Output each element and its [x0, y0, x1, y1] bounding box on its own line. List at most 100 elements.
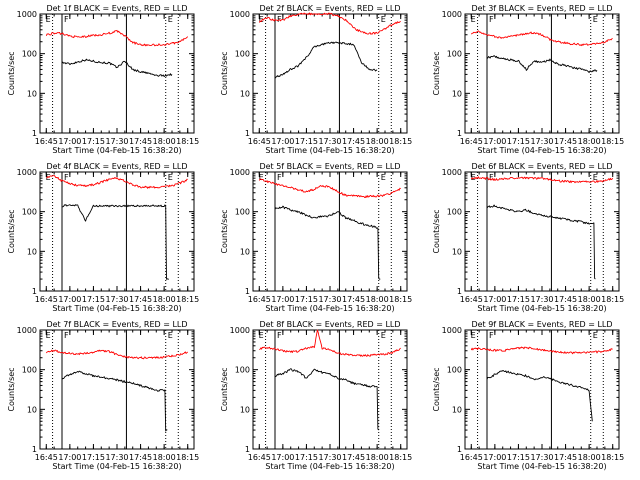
x-tick-label: 17:15: [295, 295, 318, 304]
x-tick-label: 16:45: [248, 453, 271, 462]
marker-label-f: F: [277, 331, 282, 340]
plot-frame: [464, 329, 620, 450]
x-tick-label: 17:45: [342, 453, 365, 462]
x-tick-label: 17:00: [271, 295, 294, 304]
series-lld-line: [258, 12, 401, 35]
y-tick-label: 1000: [17, 10, 37, 19]
x-tick-label: 18:00: [153, 137, 176, 146]
x-tick-label: 18:00: [578, 295, 601, 304]
panel-title: Det 1f BLACK = Events, RED = LLD: [46, 4, 187, 13]
marker-label-e-start: E: [46, 331, 51, 340]
series-events-line: [486, 204, 596, 280]
panel-9: Det 9f BLACK = Events, RED = LLD 1 10 100 10…: [432, 320, 624, 471]
y-axis-label: Counts/sec: [7, 51, 16, 95]
x-tick-label: 17:00: [271, 137, 294, 146]
x-tick-label: 17:00: [58, 137, 81, 146]
x-tick-label: 17:15: [507, 295, 530, 304]
x-axis-label: Start Time (04-Feb-15 16:38:20): [265, 304, 394, 313]
x-axis-label: Start Time (04-Feb-15 16:38:20): [477, 146, 606, 155]
marker-label-e-end: E: [381, 15, 386, 24]
y-tick-label: 1000: [442, 10, 462, 19]
x-axis-label: Start Time (04-Feb-15 16:38:20): [477, 304, 606, 313]
marker-label-f: F: [64, 15, 69, 24]
x-tick-label: 17:00: [58, 295, 81, 304]
panel-title: Det 3f BLACK = Events, RED = LLD: [471, 4, 612, 13]
x-tick-label: 18:15: [176, 137, 199, 146]
panel-8: Det 8f BLACK = Events, RED = LLD 1 10 100 10…: [220, 320, 412, 471]
y-tick-label: 1: [32, 129, 37, 138]
y-tick-label: 100: [22, 50, 37, 59]
y-tick-label: 10: [27, 247, 37, 256]
series-lld-line: [46, 175, 188, 189]
panel-6: Det 6f BLACK = Events, RED = LLD 1 10 100 10…: [432, 162, 624, 313]
x-tick-label: 17:30: [530, 453, 553, 462]
series-lld-line: [258, 178, 401, 198]
x-tick-label: 17:30: [530, 295, 553, 304]
y-tick-label: 1: [32, 445, 37, 454]
x-tick-label: 16:45: [248, 137, 271, 146]
plot-frame: [464, 171, 620, 292]
marker-label-e-end: E: [381, 173, 386, 182]
y-tick-label: 100: [235, 208, 250, 217]
plot-frame: [252, 171, 408, 292]
series-events-line: [61, 204, 169, 280]
x-tick-label: 17:15: [507, 453, 530, 462]
y-tick-label: 10: [240, 89, 250, 98]
y-tick-label: 10: [452, 405, 462, 414]
x-tick-label: 16:45: [460, 453, 483, 462]
series-lld-line: [470, 176, 614, 184]
x-tick-label: 18:15: [601, 295, 624, 304]
x-tick-label: 17:00: [58, 453, 81, 462]
series-events-line: [486, 370, 593, 422]
y-axis-label: Counts/sec: [7, 209, 16, 253]
x-tick-label: 16:45: [248, 295, 271, 304]
x-tick-label: 18:15: [176, 453, 199, 462]
y-tick-label: 100: [447, 366, 462, 375]
series-lld-line: [470, 346, 613, 355]
marker-label-e-end: E: [593, 331, 598, 340]
y-tick-label: 10: [27, 405, 37, 414]
x-tick-label: 17:45: [129, 137, 152, 146]
series-lld-line: [259, 329, 401, 357]
x-tick-label: 17:30: [105, 295, 128, 304]
panel-2: Det 2f BLACK = Events, RED = LLD 1 10 100 10…: [220, 4, 412, 155]
marker-label-f: F: [489, 331, 494, 340]
y-tick-label: 1: [245, 445, 250, 454]
marker-label-e-start: E: [259, 331, 264, 340]
marker-label-f: F: [64, 331, 69, 340]
series-events-line: [274, 41, 378, 79]
panel-5: Det 5f BLACK = Events, RED = LLD 1 10 100 10…: [220, 162, 412, 313]
marker-label-e-end: E: [168, 331, 173, 340]
x-axis-label: Start Time (04-Feb-15 16:38:20): [477, 462, 606, 471]
x-tick-label: 17:00: [483, 137, 506, 146]
x-tick-label: 17:45: [342, 295, 365, 304]
panel-title: Det 5f BLACK = Events, RED = LLD: [259, 162, 400, 171]
marker-label-e-end: E: [381, 331, 386, 340]
x-tick-label: 17:30: [530, 137, 553, 146]
y-tick-label: 1: [245, 129, 250, 138]
x-tick-label: 16:45: [35, 295, 58, 304]
x-tick-label: 17:45: [554, 453, 577, 462]
panel-title: Det 6f BLACK = Events, RED = LLD: [471, 162, 612, 171]
series-lld-line: [45, 349, 189, 360]
marker-label-e-end: E: [168, 15, 173, 24]
x-tick-label: 17:30: [318, 137, 341, 146]
plot-frame: [252, 329, 408, 450]
x-tick-label: 18:15: [389, 137, 412, 146]
y-tick-label: 1: [457, 287, 462, 296]
x-tick-label: 17:00: [483, 295, 506, 304]
y-tick-label: 10: [27, 89, 37, 98]
y-tick-label: 1: [457, 129, 462, 138]
x-tick-label: 17:15: [295, 453, 318, 462]
marker-label-e-end: E: [593, 15, 598, 24]
x-tick-label: 16:45: [460, 137, 483, 146]
x-axis-label: Start Time (04-Feb-15 16:38:20): [265, 462, 394, 471]
x-tick-label: 18:15: [601, 453, 624, 462]
marker-label-e-end: E: [593, 173, 598, 182]
series-events-line: [274, 368, 380, 431]
marker-label-f: F: [64, 173, 69, 182]
marker-label-f: F: [489, 173, 494, 182]
x-tick-label: 17:15: [82, 453, 105, 462]
y-tick-label: 100: [22, 208, 37, 217]
